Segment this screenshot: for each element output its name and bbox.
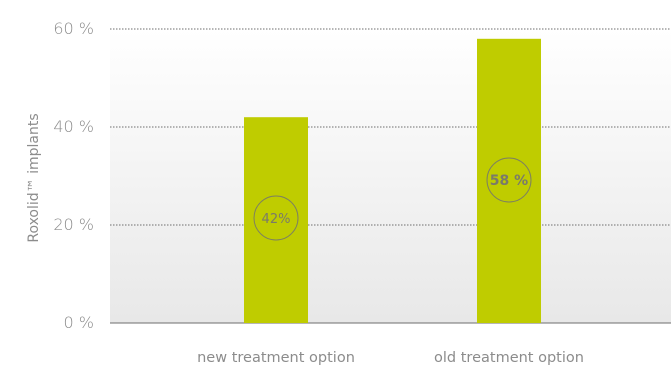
- y-tick-label: 60 %: [53, 19, 94, 38]
- bar: [477, 38, 541, 324]
- y-tick-label: 40 %: [53, 117, 94, 136]
- y-tick-label: 0 %: [64, 313, 94, 332]
- plot-background: [110, 29, 671, 323]
- data-label-ring: [486, 157, 532, 203]
- data-label-ring: [253, 195, 299, 241]
- x-category-label: old treatment option: [434, 350, 584, 365]
- data-label: 58 %: [490, 173, 528, 189]
- data-label: 42%: [262, 212, 291, 227]
- y-axis-title: Roxolid™ implants: [26, 113, 42, 242]
- x-category-label: new treatment option: [197, 350, 355, 365]
- y-tick-label: 20 %: [53, 215, 94, 234]
- bar: [244, 117, 308, 323]
